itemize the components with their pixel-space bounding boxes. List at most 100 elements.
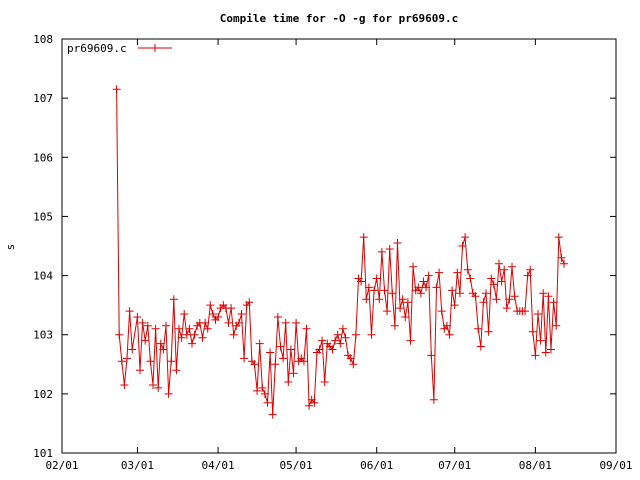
y-tick-label: 107 [33, 92, 53, 105]
data-point [388, 289, 397, 298]
data-point [177, 333, 186, 342]
legend-marker [151, 44, 159, 52]
data-point [182, 330, 191, 339]
data-point [552, 321, 561, 330]
data-point [357, 277, 366, 286]
data-point [112, 85, 121, 94]
x-tick-label: 07/01 [438, 459, 471, 472]
data-point [429, 395, 438, 404]
data-point [476, 342, 485, 351]
data-point [461, 233, 470, 242]
data-point [471, 292, 480, 301]
data-point [271, 360, 280, 369]
legend-label: pr69609.c [67, 42, 127, 55]
data-point [237, 310, 246, 318]
data-point [401, 313, 410, 321]
data-point [349, 360, 358, 369]
data-point [154, 383, 163, 392]
data-point [403, 298, 412, 307]
data-point [169, 295, 178, 304]
data-point [260, 389, 269, 398]
data-point [508, 262, 516, 271]
data-point [474, 324, 483, 333]
data-point [367, 330, 376, 339]
data-point [284, 378, 293, 386]
data-point [141, 336, 150, 345]
data-point [164, 389, 173, 398]
data-point [289, 369, 298, 378]
x-tick-label: 06/01 [360, 459, 393, 472]
x-axis: 02/01 03/01 04/01 05/01 06/01 07/01 08/01 09/01 [45, 39, 633, 472]
data-point [331, 336, 340, 345]
y-tick-label: 105 [33, 210, 53, 223]
data-point [143, 321, 152, 330]
plot-frame [61, 38, 617, 454]
data-point [146, 357, 155, 366]
y-tick-label: 101 [33, 447, 53, 460]
data-point [383, 307, 392, 316]
data-point [279, 354, 288, 363]
data-point [484, 327, 493, 336]
data-point [159, 345, 168, 354]
data-point [414, 283, 423, 292]
data-point [372, 274, 381, 283]
data-point [466, 274, 475, 283]
data-point [432, 283, 441, 292]
data-point [276, 342, 285, 351]
data-point [214, 313, 223, 321]
data-point [229, 330, 238, 339]
data-point [435, 268, 444, 277]
data-point [422, 283, 431, 292]
x-tick-label: 03/01 [121, 459, 154, 472]
data-point [263, 398, 272, 407]
data-point [162, 321, 170, 330]
data-point [390, 321, 399, 330]
data-point [359, 233, 368, 242]
data-point [328, 345, 337, 354]
data-point [437, 307, 446, 316]
data-point [299, 357, 308, 366]
data-point [258, 383, 267, 392]
y-axis-label: s [4, 244, 17, 251]
x-tick-label: 05/01 [280, 459, 313, 472]
data-point [445, 330, 454, 339]
data-point [273, 313, 282, 321]
data-point [424, 271, 433, 280]
data-point [138, 318, 147, 327]
data-point [557, 253, 566, 262]
data-point [125, 307, 134, 316]
data-point [419, 277, 428, 286]
data-point [526, 265, 535, 274]
data-point [541, 348, 550, 357]
x-tick-label: 02/01 [45, 459, 78, 472]
data-point [495, 259, 503, 268]
data-point [292, 318, 301, 327]
data-point [281, 318, 290, 327]
data-point [531, 351, 540, 360]
data-point [208, 310, 217, 318]
data-point [409, 262, 418, 271]
data-point [206, 301, 215, 310]
data-point [128, 345, 137, 354]
data-point [180, 310, 189, 318]
data-point [393, 239, 402, 247]
data-point [320, 378, 329, 386]
data-point [364, 283, 373, 292]
data-point [255, 339, 264, 348]
data-point [427, 351, 436, 360]
data-point [502, 304, 511, 313]
data-point [250, 360, 259, 369]
data-point [351, 330, 360, 339]
data-point [489, 280, 498, 289]
x-tick-label: 04/01 [201, 459, 234, 472]
data-point [482, 289, 490, 298]
data-point [333, 330, 342, 339]
data-point [188, 339, 196, 348]
data-point [203, 324, 212, 333]
data-point [377, 247, 386, 256]
data-point [450, 301, 459, 310]
data-point [172, 366, 181, 375]
y-tick-label: 102 [33, 388, 53, 401]
data-point [560, 259, 568, 268]
